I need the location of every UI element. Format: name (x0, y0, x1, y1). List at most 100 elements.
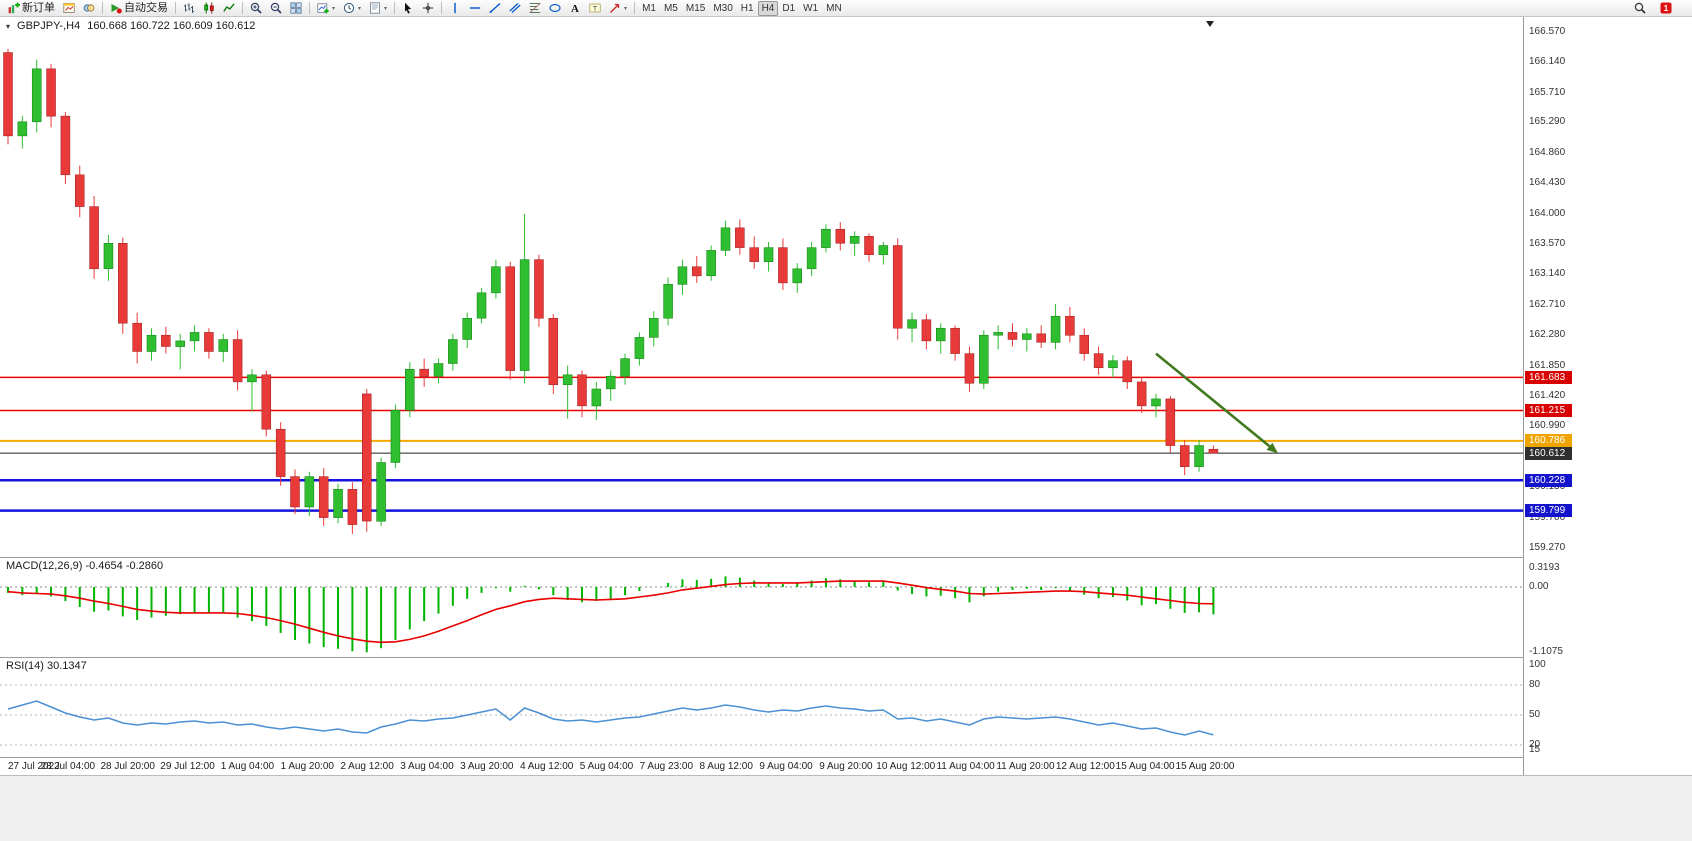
cursor-button[interactable] (398, 1, 418, 16)
shapes-button[interactable] (545, 1, 565, 16)
zoom-in-button[interactable] (246, 1, 266, 16)
toolbar-separator (309, 2, 310, 14)
dropdown-caret-icon: ▾ (358, 5, 362, 12)
line-chart-button[interactable] (219, 1, 239, 16)
autoscroll-marker-icon[interactable] (1206, 21, 1214, 27)
candle (749, 247, 759, 262)
macd-histogram (7, 576, 1215, 653)
candle (161, 334, 171, 347)
candle (1036, 333, 1046, 343)
macd-signal-line (7, 580, 1214, 644)
macd-label: MACD(12,26,9) -0.4654 -0.2860 (6, 560, 164, 572)
tile-windows-button[interactable] (286, 1, 306, 16)
timeframe-m15-button[interactable]: M15 (682, 1, 709, 16)
candle (60, 115, 71, 176)
new-order-button[interactable]: 新订单 (4, 1, 59, 16)
text-button[interactable]: A (565, 1, 585, 16)
timeframe-h1-button[interactable]: H1 (737, 1, 758, 16)
alert-icon: 1 (1660, 2, 1672, 14)
horizontal-level-lines[interactable] (0, 376, 1523, 512)
candle (505, 266, 515, 371)
zoom-out-button[interactable] (266, 1, 286, 16)
timeframe-w1-button[interactable]: W1 (799, 1, 822, 16)
chart-window-icon (63, 3, 75, 13)
panel-separator[interactable] (0, 557, 1566, 558)
price-axis-label: 162.280 (1529, 329, 1566, 341)
new-chart-button[interactable]: ▾ (313, 1, 339, 16)
market-watch-button[interactable] (59, 1, 79, 16)
bar-chart-button[interactable] (179, 1, 199, 16)
price-axis[interactable]: 166.570 166.140 165.710 165.290 164.860 164.4… (1524, 17, 1692, 775)
candle (89, 206, 99, 270)
time-axis-label: 9 Aug 20:00 (819, 761, 873, 772)
price-axis-label: 163.140 (1529, 268, 1566, 280)
candle (892, 245, 903, 329)
time-axis-label: 11 Aug 20:00 (996, 761, 1055, 772)
text-label-button[interactable]: T (585, 1, 605, 16)
candle (31, 68, 42, 123)
candlestick-chart-button[interactable] (199, 1, 219, 16)
candle (993, 332, 1003, 336)
timeframe-d1-button[interactable]: D1 (778, 1, 799, 16)
timeframe-m15-button-label: M15 (685, 2, 706, 14)
price-axis-label: 164.000 (1529, 207, 1566, 219)
trend-arrow-annotation[interactable] (1155, 352, 1278, 454)
templates-button[interactable]: ▾ (365, 1, 391, 16)
auto-trading-button[interactable]: 自动交易 (106, 1, 172, 16)
candle (1093, 353, 1104, 368)
macd-axis-label: 0.3193 (1529, 562, 1560, 574)
fibonacci-button[interactable] (525, 1, 545, 16)
candle (605, 375, 616, 390)
rsi-panel[interactable] (0, 657, 1523, 757)
time-axis-label: 4 Aug 12:00 (519, 761, 574, 772)
arrows-button[interactable]: ▾ (605, 1, 631, 16)
rsi-axis-label: 100 (1529, 659, 1546, 670)
vertical-line-button[interactable] (445, 1, 465, 16)
timeframe-mn-button[interactable]: MN (822, 1, 846, 16)
candle (103, 243, 114, 269)
rsi-label: RSI(14) 30.1347 (6, 660, 87, 672)
candle (921, 319, 932, 342)
timeframe-m5-button-label: M5 (663, 2, 678, 14)
profiles-button[interactable] (79, 1, 99, 16)
timeframe-w1-button-label: W1 (803, 2, 819, 14)
candle (534, 259, 544, 319)
time-axis-label: 11 Aug 04:00 (936, 761, 995, 772)
candle (806, 247, 817, 270)
time-axis-label: 15 Aug 20:00 (1175, 761, 1235, 772)
candle (75, 174, 85, 207)
trendline-button[interactable] (485, 1, 505, 16)
new-order-button-label: 新订单 (22, 1, 55, 14)
price-badge-160.228: 160.228 (1525, 473, 1572, 487)
periods-button[interactable]: ▾ (339, 1, 365, 16)
new-chart-icon (317, 3, 329, 14)
price-badge-159.799: 159.799 (1525, 504, 1572, 518)
notification-button[interactable]: 1 (1656, 1, 1676, 16)
chart-dropdown-icon[interactable]: ▾ (6, 21, 11, 31)
fibonacci-icon (529, 3, 541, 13)
timeframe-m1-button[interactable]: M1 (638, 1, 660, 16)
price-axis-label: 161.420 (1529, 390, 1566, 402)
timeframe-h4-button[interactable]: H4 (757, 0, 779, 16)
timeframe-m5-button[interactable]: M5 (660, 1, 682, 16)
search-button[interactable] (1630, 1, 1650, 16)
time-axis-label: 8 Aug 12:00 (699, 761, 753, 772)
timeframe-m30-button[interactable]: M30 (709, 1, 736, 16)
chart-window: ▾ GBPJPY-,H4 160.668 160.722 160.609 160… (0, 17, 1692, 775)
time-axis[interactable]: 27 Jul 2022 28 Jul 04:00 28 Jul 20:00 29 Ju… (0, 757, 1523, 775)
time-axis-label: 28 Jul 20:00 (100, 761, 155, 772)
price-badge-160.612: 160.612 (1525, 446, 1572, 460)
auto-trading-icon (111, 4, 122, 14)
crosshair-button[interactable] (418, 1, 438, 16)
vline-icon (454, 2, 456, 14)
price-axis-label: 166.140 (1529, 56, 1566, 68)
zoom-out-icon (270, 2, 282, 14)
candle (448, 339, 458, 364)
equidistant-channel-button[interactable] (505, 1, 525, 16)
macd-panel[interactable] (0, 557, 1523, 657)
panel-separator[interactable] (0, 657, 1566, 658)
candle (1208, 448, 1219, 454)
price-chart[interactable] (0, 17, 1523, 557)
horizontal-line-button[interactable] (465, 1, 485, 16)
